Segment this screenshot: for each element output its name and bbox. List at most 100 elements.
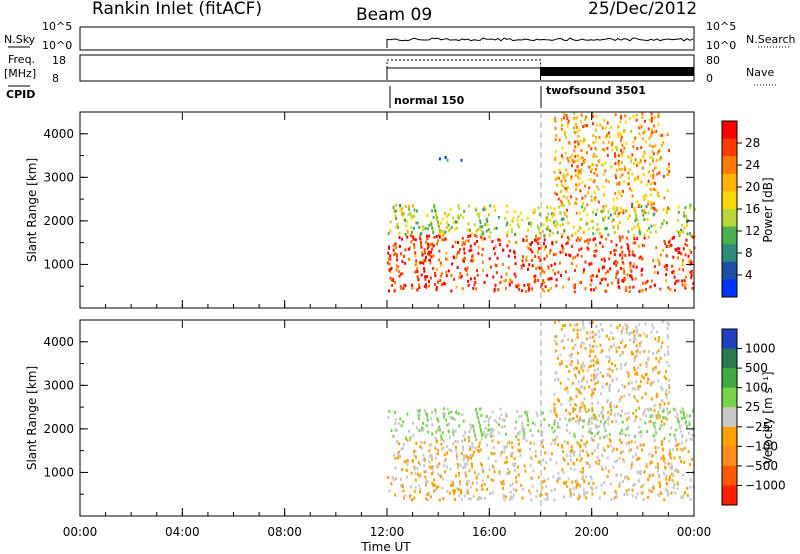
heatmap-cell: [560, 340, 563, 344]
heatmap-cell: [632, 340, 635, 344]
heatmap-cell: [598, 159, 601, 162]
heatmap-cell: [571, 159, 574, 163]
heatmap-cell: [579, 459, 582, 463]
heatmap-cell: [640, 146, 643, 150]
heatmap-cell: [634, 387, 637, 391]
heatmap-cell: [641, 209, 644, 213]
heatmap-cell: [538, 212, 541, 216]
heatmap-cell: [645, 288, 647, 291]
heatmap-cell: [547, 266, 550, 270]
heatmap-cell: [573, 112, 576, 116]
heatmap-cell: [650, 119, 653, 123]
heatmap-cell: [608, 389, 611, 393]
heatmap-cell: [518, 449, 521, 453]
heatmap-cell: [573, 450, 576, 454]
heatmap-cell: [582, 470, 585, 474]
heatmap-cell: [397, 225, 400, 229]
heatmap-cell: [487, 417, 490, 421]
heatmap-cell: [578, 238, 581, 242]
heatmap-cell: [560, 154, 563, 158]
heatmap-cell: [583, 159, 586, 163]
heatmap-cell: [542, 281, 545, 284]
heatmap-cell: [672, 255, 675, 259]
heatmap-cell: [445, 445, 448, 448]
heatmap-cell: [659, 483, 662, 487]
heatmap-cell: [555, 342, 558, 346]
heatmap-cell: [647, 200, 650, 204]
heatmap-cell: [514, 461, 517, 465]
heatmap-cell: [417, 460, 420, 464]
heatmap-cell: [402, 420, 405, 424]
heatmap-cell: [487, 419, 490, 423]
heatmap-cell: [434, 408, 437, 412]
heatmap-cell: [665, 474, 668, 478]
heatmap-cell: [588, 419, 591, 423]
heatmap-cell: [482, 469, 485, 473]
heatmap-cell: [551, 215, 554, 218]
heatmap-cell: [412, 215, 414, 219]
heatmap-cell: [559, 261, 561, 265]
heatmap-cell: [583, 138, 586, 142]
heatmap-cell: [628, 393, 630, 397]
heatmap-cell: [448, 448, 451, 452]
heatmap-cell: [542, 279, 545, 283]
heatmap-cell: [659, 253, 662, 257]
heatmap-cell: [404, 284, 407, 288]
heatmap-cell: [583, 268, 585, 272]
heatmap-cell: [441, 431, 444, 435]
heatmap-cell: [554, 191, 557, 195]
heatmap-cell: [516, 410, 519, 413]
heatmap-cell: [426, 234, 428, 238]
heatmap-cell: [559, 418, 562, 421]
heatmap-cell: [534, 449, 537, 453]
heatmap-cell: [634, 338, 637, 342]
heatmap-cell: [469, 448, 472, 451]
heatmap-cell: [588, 365, 591, 369]
heatmap-cell: [423, 409, 426, 413]
heatmap-cell: [473, 276, 476, 280]
heatmap-cell: [633, 233, 636, 237]
heatmap-cell: [680, 252, 683, 256]
heatmap-cell: [576, 359, 579, 362]
heatmap-cell: [693, 208, 696, 211]
heatmap-cell: [651, 323, 654, 327]
heatmap-cell: [607, 233, 610, 237]
heatmap-cell: [537, 206, 540, 210]
heatmap-cell: [572, 407, 575, 411]
heatmap-cell: [573, 140, 576, 144]
heatmap-cell: [481, 488, 484, 491]
heatmap-cell: [546, 254, 548, 258]
heatmap-cell: [502, 418, 505, 422]
heatmap-cell: [455, 448, 458, 452]
heatmap-cell: [559, 250, 562, 254]
heatmap-cell: [639, 380, 642, 384]
heatmap-cell: [656, 416, 659, 420]
heatmap-cell: [494, 283, 497, 287]
heatmap-cell: [455, 411, 458, 415]
heatmap-cell: [421, 251, 424, 254]
heatmap-cell: [633, 366, 635, 370]
heatmap-cell: [610, 331, 613, 335]
heatmap-cell: [513, 233, 516, 236]
heatmap-cell: [563, 229, 566, 233]
heatmap-cell: [579, 171, 582, 175]
heatmap-cell: [580, 457, 583, 460]
heatmap-cell: [657, 194, 660, 198]
heatmap-cell: [668, 148, 671, 152]
heatmap-cell: [561, 233, 564, 237]
heatmap-cell: [537, 225, 540, 229]
heatmap-cell: [438, 235, 441, 239]
heatmap-cell: [639, 232, 641, 236]
heatmap-cell: [420, 261, 423, 264]
heatmap-cell: [503, 482, 506, 486]
heatmap-cell: [585, 213, 588, 217]
heatmap-cell: [499, 281, 502, 284]
heatmap-cell: [646, 229, 649, 232]
heatmap-cell: [653, 284, 656, 287]
heatmap-cell: [595, 462, 598, 466]
heatmap-cell: [582, 202, 585, 206]
nsky-line: [386, 37, 694, 48]
heatmap-cell: [655, 209, 658, 213]
heatmap-cell: [648, 489, 651, 493]
